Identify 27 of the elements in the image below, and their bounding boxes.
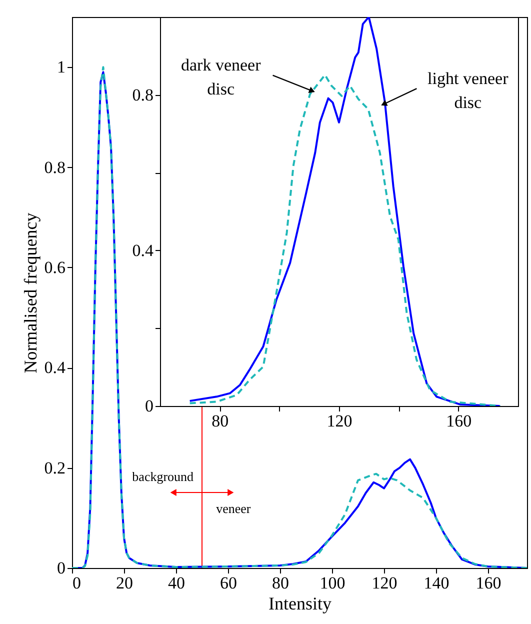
y-tick-label: 0.8 [132,85,154,104]
annotation: light veneer disc [428,68,509,112]
y-tick-label: 0.2 [44,458,66,478]
x-tick-label: 20 [116,574,133,592]
y-tick-label: 1 [57,58,66,77]
annotation: veneer [216,501,252,516]
x-tick-label: 60 [220,574,237,592]
x-tick-label: 80 [212,412,229,430]
y-tick-label: 0 [57,558,66,578]
y-tick-label: 0.8 [44,158,66,177]
x-tick-label: 100 [320,574,346,592]
x-tick-label: 120 [326,412,352,430]
y-tick-label: 0 [145,396,154,416]
x-axis-title: Intensity [268,594,332,614]
y-tick-label: 0.4 [44,358,66,378]
y-axis-title: Normalised frequency [20,212,40,374]
y-tick-label: 0.6 [44,258,66,277]
annotation: dark veneer disc [180,56,262,99]
x-tick-label: 160 [476,574,502,592]
x-tick-label: 140 [424,574,450,592]
x-tick-label: 80 [272,574,289,592]
x-tick-label: 160 [446,412,472,430]
x-tick-label: 40 [168,574,185,592]
y-tick-label: 0.4 [132,240,154,260]
x-tick-label: 120 [372,574,398,592]
annotation: background [132,469,194,484]
x-tick-label: 0 [72,574,81,592]
